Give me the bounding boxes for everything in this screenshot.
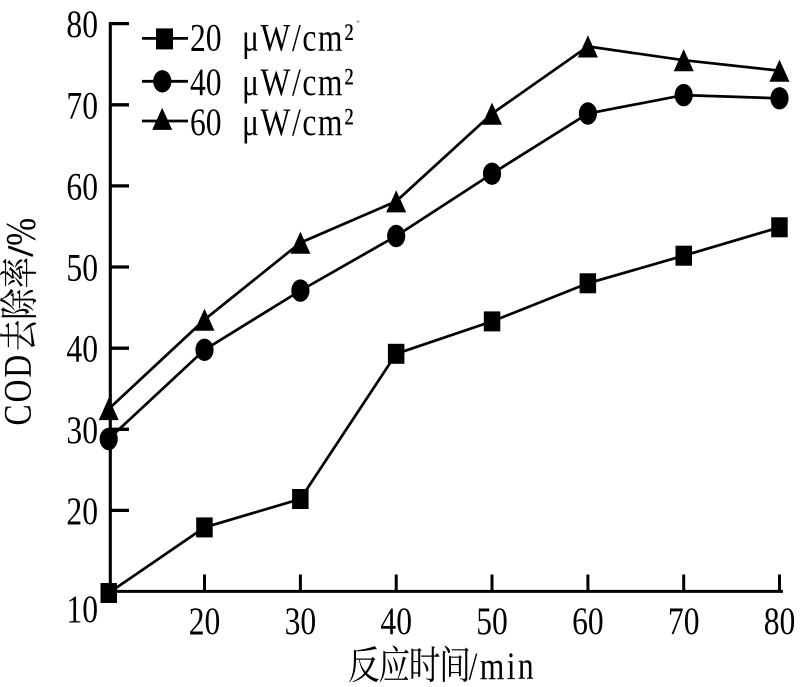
svg-text:50: 50 — [476, 599, 508, 643]
svg-text:30: 30 — [285, 599, 317, 643]
svg-text:60: 60 — [572, 599, 604, 643]
svg-text:60: 60 — [66, 164, 98, 208]
svg-text:70: 70 — [668, 599, 700, 643]
svg-text:30: 30 — [66, 407, 98, 451]
svg-text:80: 80 — [66, 2, 98, 46]
svg-text:50: 50 — [66, 245, 98, 289]
svg-text:20: 20 — [190, 15, 222, 59]
svg-text:%: % — [0, 218, 45, 246]
svg-text:COD: COD — [0, 353, 39, 426]
svg-text:μW/cm²: μW/cm² — [242, 99, 355, 143]
svg-text:μW/cm²: μW/cm² — [242, 15, 355, 59]
svg-text:40: 40 — [380, 599, 412, 643]
svg-text:20: 20 — [66, 489, 98, 533]
svg-text:μW/cm²: μW/cm² — [242, 59, 355, 103]
svg-text:40: 40 — [66, 326, 98, 370]
svg-text:40: 40 — [190, 59, 222, 103]
svg-text:70: 70 — [66, 83, 98, 127]
svg-text:10: 10 — [66, 587, 98, 631]
svg-text:60: 60 — [190, 99, 222, 143]
svg-text:20: 20 — [189, 599, 221, 643]
svg-text:80: 80 — [764, 599, 796, 643]
svg-text:/min: /min — [469, 644, 537, 687]
